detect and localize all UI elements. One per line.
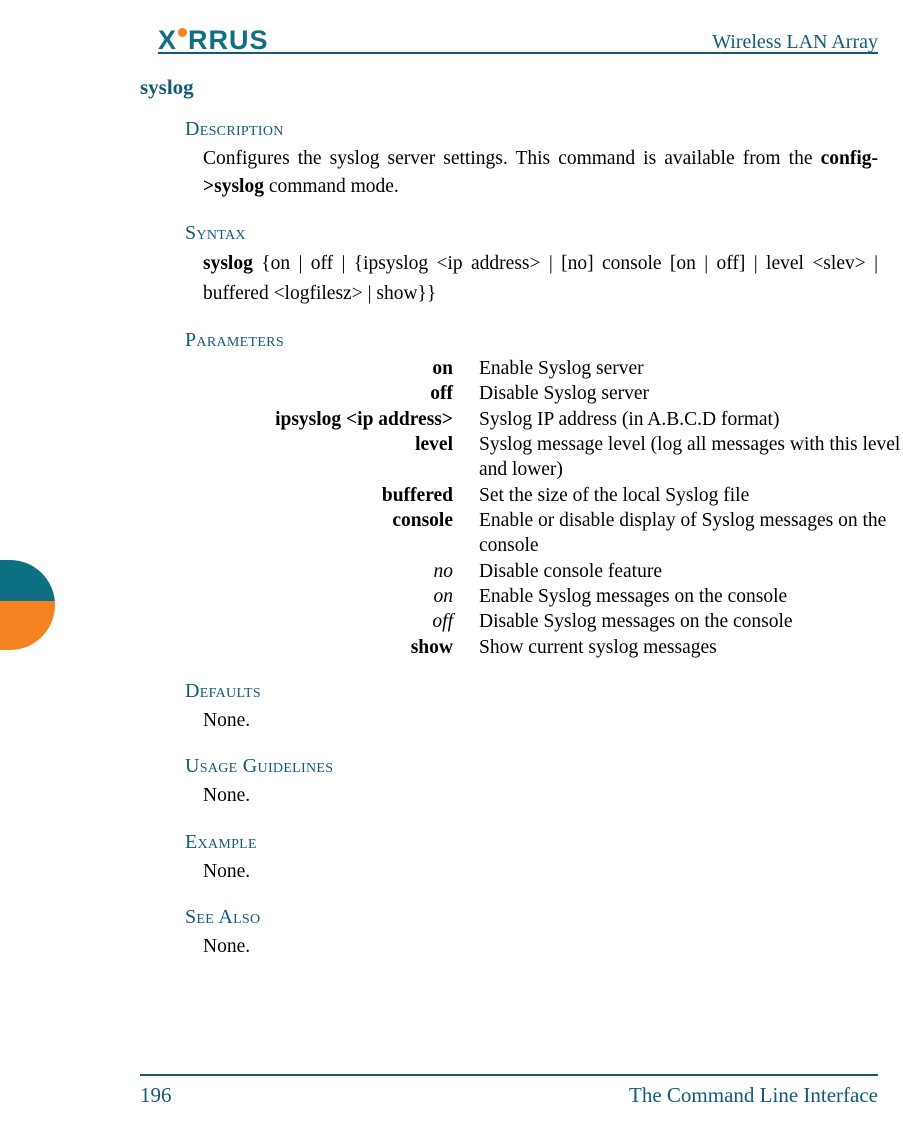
logo-dot-icon xyxy=(178,28,187,37)
brand-logo: X RRUS xyxy=(158,27,269,54)
footer-rule xyxy=(140,1074,878,1076)
table-row: noDisable console feature xyxy=(203,559,903,584)
heading-description: Description xyxy=(185,118,878,141)
param-name: on xyxy=(203,356,479,381)
table-row: onEnable Syslog messages on the console xyxy=(203,584,903,609)
logo-text-post: RRUS xyxy=(188,27,269,54)
chapter-title: The Command Line Interface xyxy=(629,1083,878,1108)
side-tab xyxy=(0,560,55,650)
section-example: Example None. xyxy=(185,831,878,886)
param-name: show xyxy=(203,635,479,660)
heading-parameters: Parameters xyxy=(185,329,878,352)
param-desc: Disable Syslog server xyxy=(479,381,903,406)
section-usage: Usage Guidelines None. xyxy=(185,755,878,810)
parameters-table: onEnable Syslog serveroffDisable Syslog … xyxy=(203,356,903,660)
heading-see-also: See Also xyxy=(185,906,878,929)
see-also-body: None. xyxy=(203,933,878,961)
description-body: Configures the syslog server settings. T… xyxy=(203,145,878,202)
param-name: ipsyslog <ip address> xyxy=(203,407,479,432)
defaults-body: None. xyxy=(203,707,878,735)
table-row: showShow current syslog messages xyxy=(203,635,903,660)
syntax-rest: {on | off | {ipsyslog <ip address> | [no… xyxy=(203,253,878,304)
heading-usage: Usage Guidelines xyxy=(185,755,878,778)
section-defaults: Defaults None. xyxy=(185,680,878,735)
table-row: offDisable Syslog server xyxy=(203,381,903,406)
section-description: Description Configures the syslog server… xyxy=(185,118,878,202)
param-name: off xyxy=(203,381,479,406)
doc-title: Wireless LAN Array xyxy=(712,31,878,54)
param-desc: Enable or disable display of Syslog mess… xyxy=(479,508,903,559)
param-desc: Syslog message level (log all messages w… xyxy=(479,432,903,483)
logo-text-pre: X xyxy=(158,27,177,54)
table-row: consoleEnable or disable display of Sysl… xyxy=(203,508,903,559)
param-desc: Show current syslog messages xyxy=(479,635,903,660)
section-parameters: Parameters onEnable Syslog serveroffDisa… xyxy=(185,329,878,660)
param-desc: Set the size of the local Syslog file xyxy=(479,483,903,508)
heading-defaults: Defaults xyxy=(185,680,878,703)
param-desc: Syslog IP address (in A.B.C.D format) xyxy=(479,407,903,432)
param-name: off xyxy=(203,609,479,634)
param-name: console xyxy=(203,508,479,559)
param-desc: Enable Syslog messages on the console xyxy=(479,584,903,609)
param-name: on xyxy=(203,584,479,609)
table-row: onEnable Syslog server xyxy=(203,356,903,381)
page-number: 196 xyxy=(140,1083,172,1108)
page-header: X RRUS Wireless LAN Array xyxy=(158,22,878,54)
section-see-also: See Also None. xyxy=(185,906,878,961)
heading-example: Example xyxy=(185,831,878,854)
syntax-cmd: syslog xyxy=(203,253,253,274)
param-name: buffered xyxy=(203,483,479,508)
param-desc: Disable console feature xyxy=(479,559,903,584)
table-row: offDisable Syslog messages on the consol… xyxy=(203,609,903,634)
syntax-body: syslog {on | off | {ipsyslog <ip address… xyxy=(203,249,878,309)
example-body: None. xyxy=(203,858,878,886)
table-row: bufferedSet the size of the local Syslog… xyxy=(203,483,903,508)
table-row: ipsyslog <ip address>Syslog IP address (… xyxy=(203,407,903,432)
param-desc: Enable Syslog server xyxy=(479,356,903,381)
page: X RRUS Wireless LAN Array syslog Descript… xyxy=(0,0,903,1134)
header-rule xyxy=(158,52,878,54)
side-tab-stripe xyxy=(0,601,55,651)
table-row: levelSyslog message level (log all messa… xyxy=(203,432,903,483)
section-syntax: Syntax syslog {on | off | {ipsyslog <ip … xyxy=(185,222,878,309)
page-footer: 196 The Command Line Interface xyxy=(140,1083,878,1108)
description-post: command mode. xyxy=(264,176,399,197)
param-name: level xyxy=(203,432,479,483)
content-area: syslog Description Configures the syslog… xyxy=(140,75,878,981)
usage-body: None. xyxy=(203,782,878,810)
description-pre: Configures the syslog server settings. T… xyxy=(203,148,821,169)
param-name: no xyxy=(203,559,479,584)
side-tab-stripe xyxy=(0,560,55,601)
heading-syntax: Syntax xyxy=(185,222,878,245)
param-desc: Disable Syslog messages on the console xyxy=(479,609,903,634)
command-title: syslog xyxy=(140,75,878,100)
